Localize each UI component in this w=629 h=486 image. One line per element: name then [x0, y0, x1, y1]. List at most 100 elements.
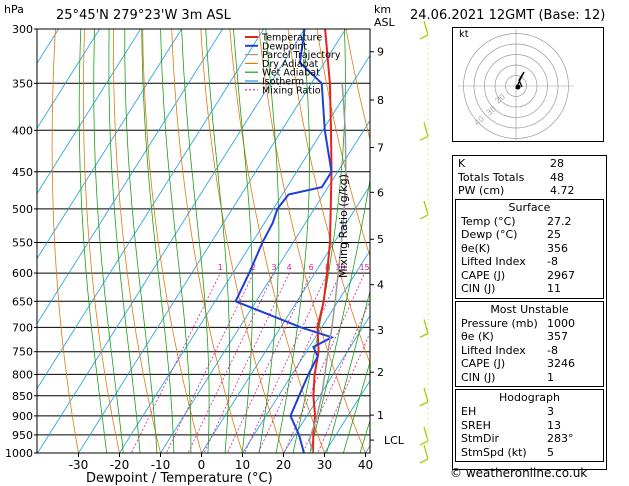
legend-label: Dewpoint [262, 41, 307, 52]
km-tick-label: 5 [377, 233, 384, 246]
wet-adiabat-line [108, 29, 141, 453]
wet-adiabat-line [78, 29, 108, 453]
wind-barb-staff [423, 20, 429, 36]
temperature-tick-label: 0 [198, 458, 206, 472]
wind-barb [419, 426, 429, 446]
mixing-ratio-line [317, 331, 370, 453]
wind-barb-flag [419, 332, 429, 338]
wind-barb [419, 444, 429, 464]
wind-barb-flag [419, 401, 429, 407]
pressure-tick-label: 350 [12, 77, 33, 90]
wind-barb-staff [423, 387, 429, 402]
mixing-ratio-line [187, 272, 275, 453]
copyright[interactable]: © weatheronline.co.uk [450, 466, 588, 480]
km-tick-label: 3 [377, 324, 384, 337]
pressure-tick-label: 650 [12, 295, 33, 308]
mixing-ratio-tick-label: 1 [218, 263, 223, 272]
legend-label: Wet Adiabat [262, 68, 320, 79]
legend-label: Parcel Trajectory [262, 50, 341, 61]
wet-adiabat-line [181, 29, 210, 453]
km-axis-unit: km [374, 3, 392, 16]
wet-adiabat-line [258, 29, 280, 453]
km-tick-label: 8 [377, 94, 384, 107]
dry-adiabat-line [258, 29, 366, 453]
km-tick-label: 7 [377, 141, 384, 154]
x-axis-label: Dewpoint / Temperature (°C) [86, 471, 273, 486]
km-tick-label: 6 [377, 186, 384, 199]
wind-barb-staff [423, 444, 429, 460]
pressure-tick-label: 950 [12, 429, 33, 442]
pressure-tick-label: 750 [12, 346, 33, 359]
pressure-tick-label: 700 [12, 321, 33, 334]
wind-barb-staff [423, 319, 429, 334]
km-tick-label: 9 [377, 46, 384, 59]
temperature-tick-label: 10 [235, 458, 250, 472]
dry-adiabat-line [142, 29, 202, 453]
wet-adiabat-line [124, 29, 158, 453]
legend-label: Mixing Ratio [262, 85, 321, 96]
pressure-tick-label: 900 [12, 410, 33, 423]
date-time: 24.06.2021 12GMT (Base: 12) [410, 8, 606, 23]
pressure-tick-label: 450 [12, 166, 33, 179]
wind-barb [419, 122, 429, 141]
wind-barb [419, 200, 429, 220]
wet-adiabat-line [275, 29, 310, 453]
asl-axis-unit: ASL [374, 16, 395, 29]
mixing-ratio-line [165, 272, 254, 453]
wet-adiabat-line [342, 360, 370, 453]
mixing-ratio-line [203, 272, 290, 453]
isotherm-line [242, 249, 370, 453]
chart-traces [234, 29, 347, 453]
index-row-pw: PW (cm) 4.72 [458, 184, 575, 197]
wet-adiabat-line [205, 29, 230, 453]
mixing-ratio-tick-label: 3 [272, 263, 277, 272]
plot-frame [36, 28, 371, 454]
storm-motion-marker [515, 84, 521, 90]
wind-barb [419, 20, 429, 40]
isotherm-line [37, 29, 101, 130]
chart-grid: 1 2 3 4 6 8 10 15 20 25 [37, 29, 401, 453]
series-line-parcel-trajectory [308, 83, 347, 453]
mixing-ratio-tick-label: 20 [377, 263, 387, 272]
mixing-ratio-line [302, 299, 370, 453]
pressure-tick-label: 800 [12, 368, 33, 381]
temperature-tick-label: 30 [317, 458, 332, 472]
isotherm-line [37, 29, 183, 260]
wind-barbs [419, 20, 429, 464]
temperature-tick-label: 20 [276, 458, 291, 472]
mixing-ratio-line [130, 272, 221, 453]
hodograph-box: Hodograph EH 3 SREH 13 StmDir 283° StmSpd (… [455, 389, 604, 462]
dry-adiabat-line [113, 29, 161, 453]
hodograph-trace [515, 71, 525, 90]
temperature-tick-label: -30 [69, 458, 89, 472]
pressure-tick-label: 1000 [5, 447, 33, 460]
indices-panel: K 28 Totals Totals 48 PW (cm) 4.72 Surface … [452, 155, 607, 470]
station-info: 25°45'N 279°23'W 3m ASL [56, 8, 231, 23]
hodograph-unit: kt [459, 29, 469, 40]
mixing-ratio-tick-label: 15 [359, 263, 369, 272]
wind-barb-staff [423, 426, 429, 442]
most-unstable-title: Most Unstable [490, 302, 569, 316]
pressure-tick-label: 850 [12, 390, 33, 403]
mixing-ratio-tick-label: 4 [287, 263, 292, 272]
pressure-tick-label: 600 [12, 267, 33, 280]
wind-barb-flag [419, 458, 429, 464]
hodograph-frame [452, 27, 604, 142]
mixing-ratio-tick-label: 2 [251, 263, 256, 272]
mixing-ratio-tick-label: 25 [391, 263, 401, 272]
mixing-ratio-axis-label: Mixing Ratio (g/kg) [337, 174, 350, 278]
wet-adiabat-line [326, 289, 370, 453]
index-row-tt: Totals Totals 48 [458, 170, 564, 184]
mixing-ratio-line [244, 272, 328, 453]
dry-adiabat-line [200, 29, 284, 453]
temperature-tick-label: -20 [110, 458, 130, 472]
mixing-ratio-line [257, 272, 341, 453]
wet-adiabat-line [309, 177, 370, 453]
mixing-ratio-tick-label: 10 [335, 263, 345, 272]
wet-adiabat-line [160, 29, 192, 453]
series-line-dewpoint [234, 29, 335, 453]
legend-label: Dry Adiabat [262, 59, 319, 70]
